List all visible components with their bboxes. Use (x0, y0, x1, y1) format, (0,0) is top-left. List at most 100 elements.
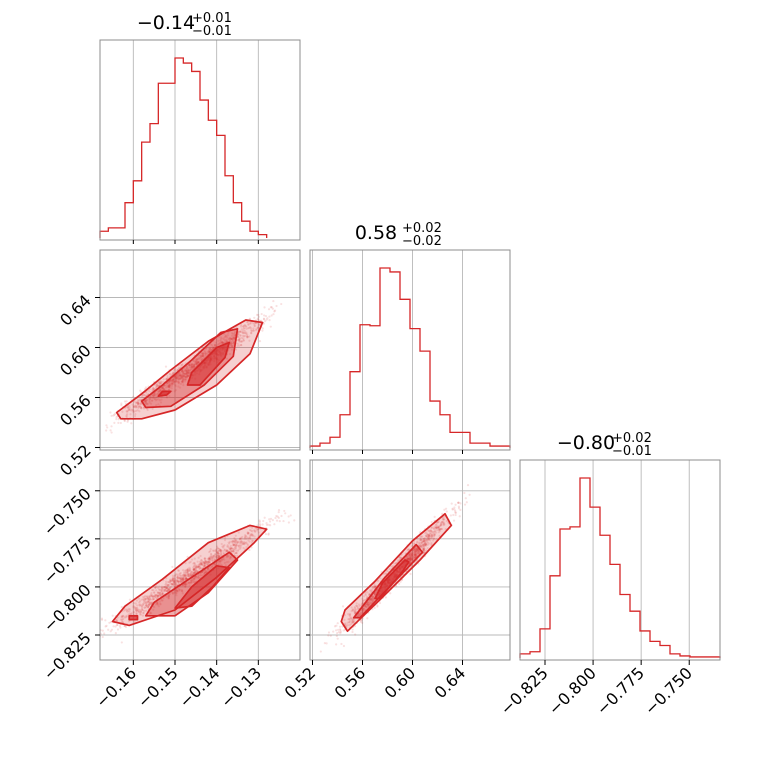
sample-point (126, 410, 129, 413)
sample-point (428, 534, 431, 537)
sample-point (239, 536, 242, 539)
sample-point (109, 630, 112, 633)
sample-point (410, 554, 413, 557)
sample-point (193, 363, 196, 366)
sample-point (193, 568, 196, 571)
sample-point (154, 396, 158, 399)
sample-point (361, 597, 364, 600)
sample-point (412, 556, 415, 559)
sample-point (359, 611, 362, 614)
sample-point (231, 547, 234, 551)
sample-point (169, 379, 172, 382)
sample-point (433, 515, 436, 518)
sample-point (177, 381, 180, 384)
sample-point (168, 384, 171, 387)
sample-point (135, 613, 138, 616)
sample-point (174, 385, 177, 388)
sample-point (203, 351, 206, 354)
sample-point (180, 588, 183, 591)
sample-point (234, 539, 237, 542)
sample-point (425, 533, 429, 536)
sample-point (361, 611, 364, 614)
param-title-minus-0: −0.01 (192, 24, 232, 39)
sample-point (132, 395, 135, 398)
sample-point (158, 388, 161, 391)
sample-point (261, 523, 264, 526)
sample-point (277, 511, 280, 514)
sample-point (211, 346, 214, 349)
sample-point (246, 531, 249, 535)
sample-point (240, 328, 243, 331)
sample-point (424, 543, 428, 546)
sample-point (420, 546, 423, 549)
sample-point (178, 589, 181, 592)
sample-point (135, 609, 138, 612)
sample-point (430, 534, 434, 537)
sample-point (440, 520, 444, 524)
sample-point (186, 374, 189, 378)
sample-point (158, 382, 162, 386)
sample-point (154, 586, 157, 589)
sample-point (260, 312, 263, 316)
sample-point (208, 347, 211, 351)
sample-point (250, 534, 253, 537)
sample-point (341, 625, 344, 628)
sample-point (246, 321, 249, 324)
panel-frame (309, 249, 511, 451)
sample-point (221, 558, 224, 561)
sample-point (93, 435, 95, 437)
sample-point (268, 518, 271, 521)
sample-point (439, 523, 443, 526)
sample-point (183, 577, 187, 581)
sample-point (147, 599, 150, 602)
sample-point (157, 382, 161, 385)
sample-point (161, 386, 164, 389)
sample-point (231, 339, 234, 343)
sample-point (156, 601, 159, 604)
sample-point (186, 571, 189, 575)
sample-point (132, 610, 135, 613)
sample-point (242, 542, 245, 545)
sample-point (121, 410, 124, 413)
sample-point (178, 572, 181, 575)
sample-point (373, 583, 376, 586)
sample-point (179, 377, 183, 380)
sample-point (196, 360, 199, 364)
sample-point (250, 546, 253, 549)
sample-point (234, 551, 238, 555)
param-title-minus-2: −0.01 (612, 444, 652, 459)
sample-point (363, 598, 366, 602)
sample-point (175, 584, 178, 587)
sample-point (231, 332, 234, 335)
sample-point (270, 306, 273, 309)
sample-point (361, 602, 364, 605)
sample-point (280, 514, 283, 518)
sample-point (427, 529, 430, 533)
sample-point (220, 337, 223, 340)
sample-point (140, 407, 143, 410)
sample-point (186, 375, 189, 378)
sample-point (269, 325, 272, 328)
sample-point (240, 540, 243, 543)
sample-point (204, 571, 207, 574)
sample-point (155, 594, 158, 597)
sample-point (177, 577, 180, 580)
sample-point (225, 338, 228, 341)
y-tick-label-1: 0.52 (56, 441, 95, 480)
sample-point (374, 585, 377, 588)
sample-point (203, 561, 206, 564)
sample-point (436, 521, 440, 524)
sample-point (197, 565, 200, 568)
sample-point (181, 369, 184, 372)
sample-point (181, 578, 184, 581)
sample-point (422, 548, 425, 551)
sample-point (198, 567, 201, 571)
sample-point (184, 576, 188, 580)
sample-point (219, 549, 222, 552)
sample-point (207, 563, 210, 566)
x-tick-label-1: 0.64 (431, 663, 470, 702)
sample-point (173, 591, 176, 595)
sample-point (203, 572, 206, 575)
sample-point (333, 625, 337, 628)
sample-point (218, 555, 221, 558)
